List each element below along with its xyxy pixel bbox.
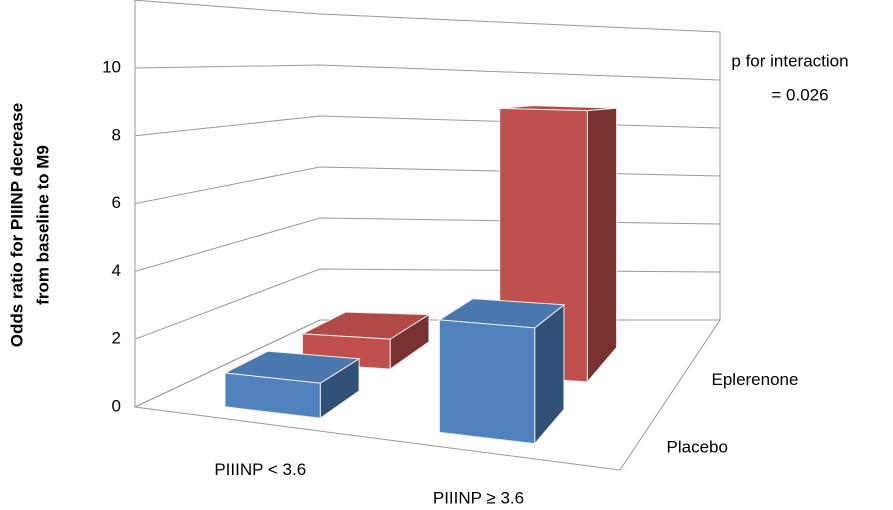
bar-front: [224, 372, 321, 419]
y-tick-label: 2: [112, 329, 121, 348]
grid-line: [134, 115, 721, 137]
y-axis-title-line: Odds ratio for PIIINP decrease: [7, 103, 26, 347]
y-tick-label: 0: [112, 396, 121, 415]
y-tick-label: 6: [112, 193, 121, 212]
bar: [437, 298, 566, 446]
bar: [223, 350, 361, 420]
bar-side: [534, 303, 565, 446]
x-tick-label: PIIINP ≥ 3.6: [433, 489, 524, 508]
grid-line: [134, 166, 721, 205]
grid-line: [134, 217, 721, 272]
annotation: p for interaction: [731, 51, 848, 70]
legend-label: Placebo: [667, 438, 728, 457]
bar-front: [438, 319, 536, 445]
y-axis-title: Odds ratio for PIIINP decrease from base…: [7, 103, 52, 347]
y-tick-label: 4: [112, 261, 121, 280]
annotation: = 0.026: [771, 85, 828, 104]
y-tick-label: 10: [102, 57, 121, 76]
x-tick-label: PIIINP < 3.6: [214, 460, 306, 479]
wall-outline: [134, 0, 721, 407]
bar-side: [586, 107, 618, 384]
grid-line: [134, 64, 721, 81]
y-axis-title-line: from baseline to M9: [33, 145, 52, 305]
legend-label: Eplerenone: [712, 370, 799, 389]
y-tick-label: 8: [112, 125, 121, 144]
